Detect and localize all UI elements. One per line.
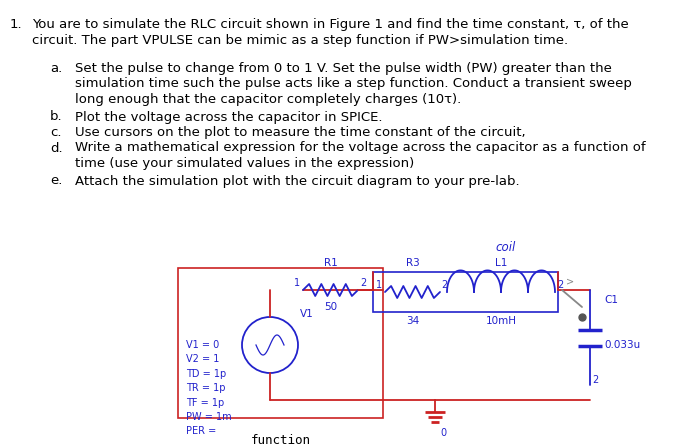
Text: function
generator: function generator [246,434,314,446]
Text: e.: e. [50,174,62,187]
Text: c.: c. [50,126,62,139]
Text: 10mH: 10mH [486,316,517,326]
Text: 2: 2 [360,278,366,288]
Text: Attach the simulation plot with the circuit diagram to your pre-lab.: Attach the simulation plot with the circ… [75,174,519,187]
Text: circuit. The part VPULSE can be mimic as a step function if PW>simulation time.: circuit. The part VPULSE can be mimic as… [32,34,568,47]
Text: You are to simulate the RLC circuit shown in Figure 1 and find the time constant: You are to simulate the RLC circuit show… [32,18,629,31]
Text: 2: 2 [592,375,598,385]
Text: Write a mathematical expression for the voltage across the capacitor as a functi: Write a mathematical expression for the … [75,141,645,154]
Text: >: > [566,277,574,287]
Text: a.: a. [50,62,62,75]
Text: V1 = 0
V2 = 1
TD = 1p
TR = 1p
TF = 1p
PW = 1m
PER =: V1 = 0 V2 = 1 TD = 1p TR = 1p TF = 1p PW… [186,340,232,436]
Text: Set the pulse to change from 0 to 1 V. Set the pulse width (PW) greater than the: Set the pulse to change from 0 to 1 V. S… [75,62,612,75]
Bar [178,268,383,418]
Text: Plot the voltage across the capacitor in SPICE.: Plot the voltage across the capacitor in… [75,111,382,124]
Bar [373,272,558,312]
Text: L1: L1 [495,258,508,268]
Text: 50: 50 [324,302,337,312]
Text: 2: 2 [557,280,564,290]
Text: long enough that the capacitor completely charges (10τ).: long enough that the capacitor completel… [75,93,461,106]
Text: C1: C1 [604,295,618,305]
Text: V1: V1 [300,309,314,319]
Text: 0.033u: 0.033u [604,340,640,350]
Text: coil: coil [496,241,516,254]
Text: R1: R1 [323,258,337,268]
Text: R3: R3 [405,258,419,268]
Text: b.: b. [50,111,62,124]
Text: 1.: 1. [10,18,22,31]
Text: 0: 0 [440,428,446,438]
Text: d.: d. [50,141,62,154]
Text: simulation time such the pulse acts like a step function. Conduct a transient sw: simulation time such the pulse acts like… [75,78,632,91]
Text: 1: 1 [376,280,382,290]
Text: 2: 2 [441,280,447,290]
Text: 34: 34 [406,316,419,326]
Text: Use cursors on the plot to measure the time constant of the circuit,: Use cursors on the plot to measure the t… [75,126,526,139]
Text: 1: 1 [294,278,300,288]
Text: time (use your simulated values in the expression): time (use your simulated values in the e… [75,157,414,170]
